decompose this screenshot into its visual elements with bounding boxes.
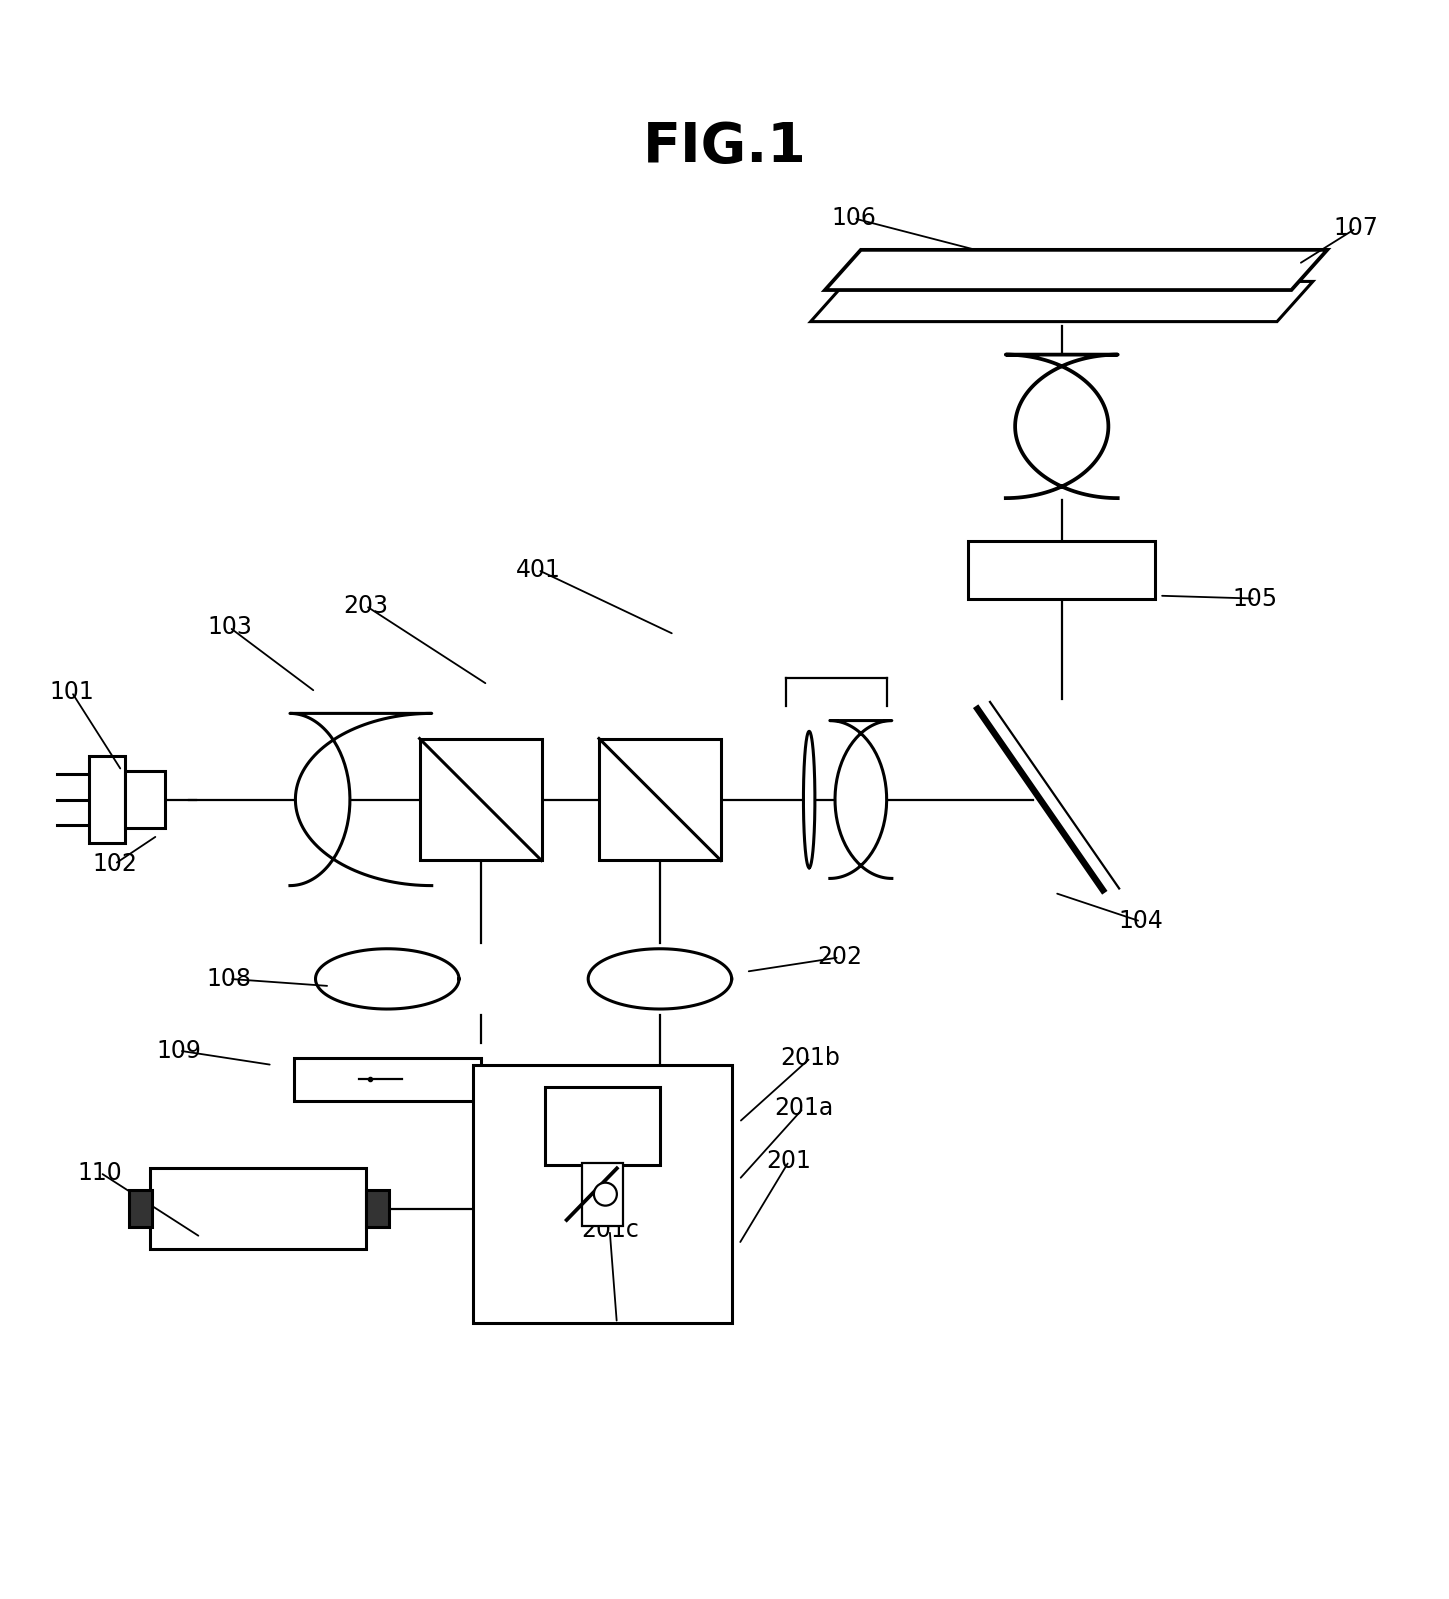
Text: 201c: 201c	[581, 1218, 639, 1242]
Polygon shape	[803, 731, 814, 868]
Text: 401: 401	[516, 558, 561, 582]
Polygon shape	[810, 281, 1313, 321]
Text: 104: 104	[1119, 910, 1164, 934]
FancyBboxPatch shape	[545, 1087, 659, 1166]
Polygon shape	[830, 721, 891, 878]
FancyBboxPatch shape	[88, 756, 125, 843]
FancyBboxPatch shape	[294, 1059, 481, 1100]
Text: 102: 102	[93, 852, 138, 876]
Text: 202: 202	[817, 945, 862, 969]
FancyBboxPatch shape	[365, 1190, 388, 1226]
FancyBboxPatch shape	[582, 1162, 623, 1226]
Polygon shape	[588, 948, 732, 1009]
FancyBboxPatch shape	[420, 739, 542, 860]
Text: 105: 105	[1233, 587, 1278, 611]
Polygon shape	[316, 948, 459, 1009]
Text: 103: 103	[207, 616, 252, 640]
Text: 107: 107	[1333, 216, 1378, 240]
Text: 201b: 201b	[781, 1046, 840, 1070]
Circle shape	[594, 1183, 617, 1206]
Polygon shape	[824, 249, 1327, 289]
FancyBboxPatch shape	[151, 1169, 365, 1249]
Text: FIG.1: FIG.1	[642, 120, 807, 174]
Text: 101: 101	[49, 680, 94, 704]
Text: 109: 109	[156, 1039, 201, 1063]
Polygon shape	[290, 713, 432, 886]
FancyBboxPatch shape	[598, 739, 722, 860]
FancyBboxPatch shape	[474, 1065, 732, 1324]
Text: 106: 106	[832, 206, 877, 230]
Text: 201a: 201a	[774, 1095, 833, 1119]
Text: 110: 110	[78, 1161, 123, 1185]
Text: 201: 201	[767, 1150, 811, 1174]
Text: 203: 203	[343, 593, 388, 617]
Polygon shape	[1006, 355, 1117, 499]
FancyBboxPatch shape	[129, 1190, 152, 1226]
FancyBboxPatch shape	[968, 540, 1155, 598]
FancyBboxPatch shape	[125, 771, 165, 828]
Text: 108: 108	[207, 967, 252, 991]
